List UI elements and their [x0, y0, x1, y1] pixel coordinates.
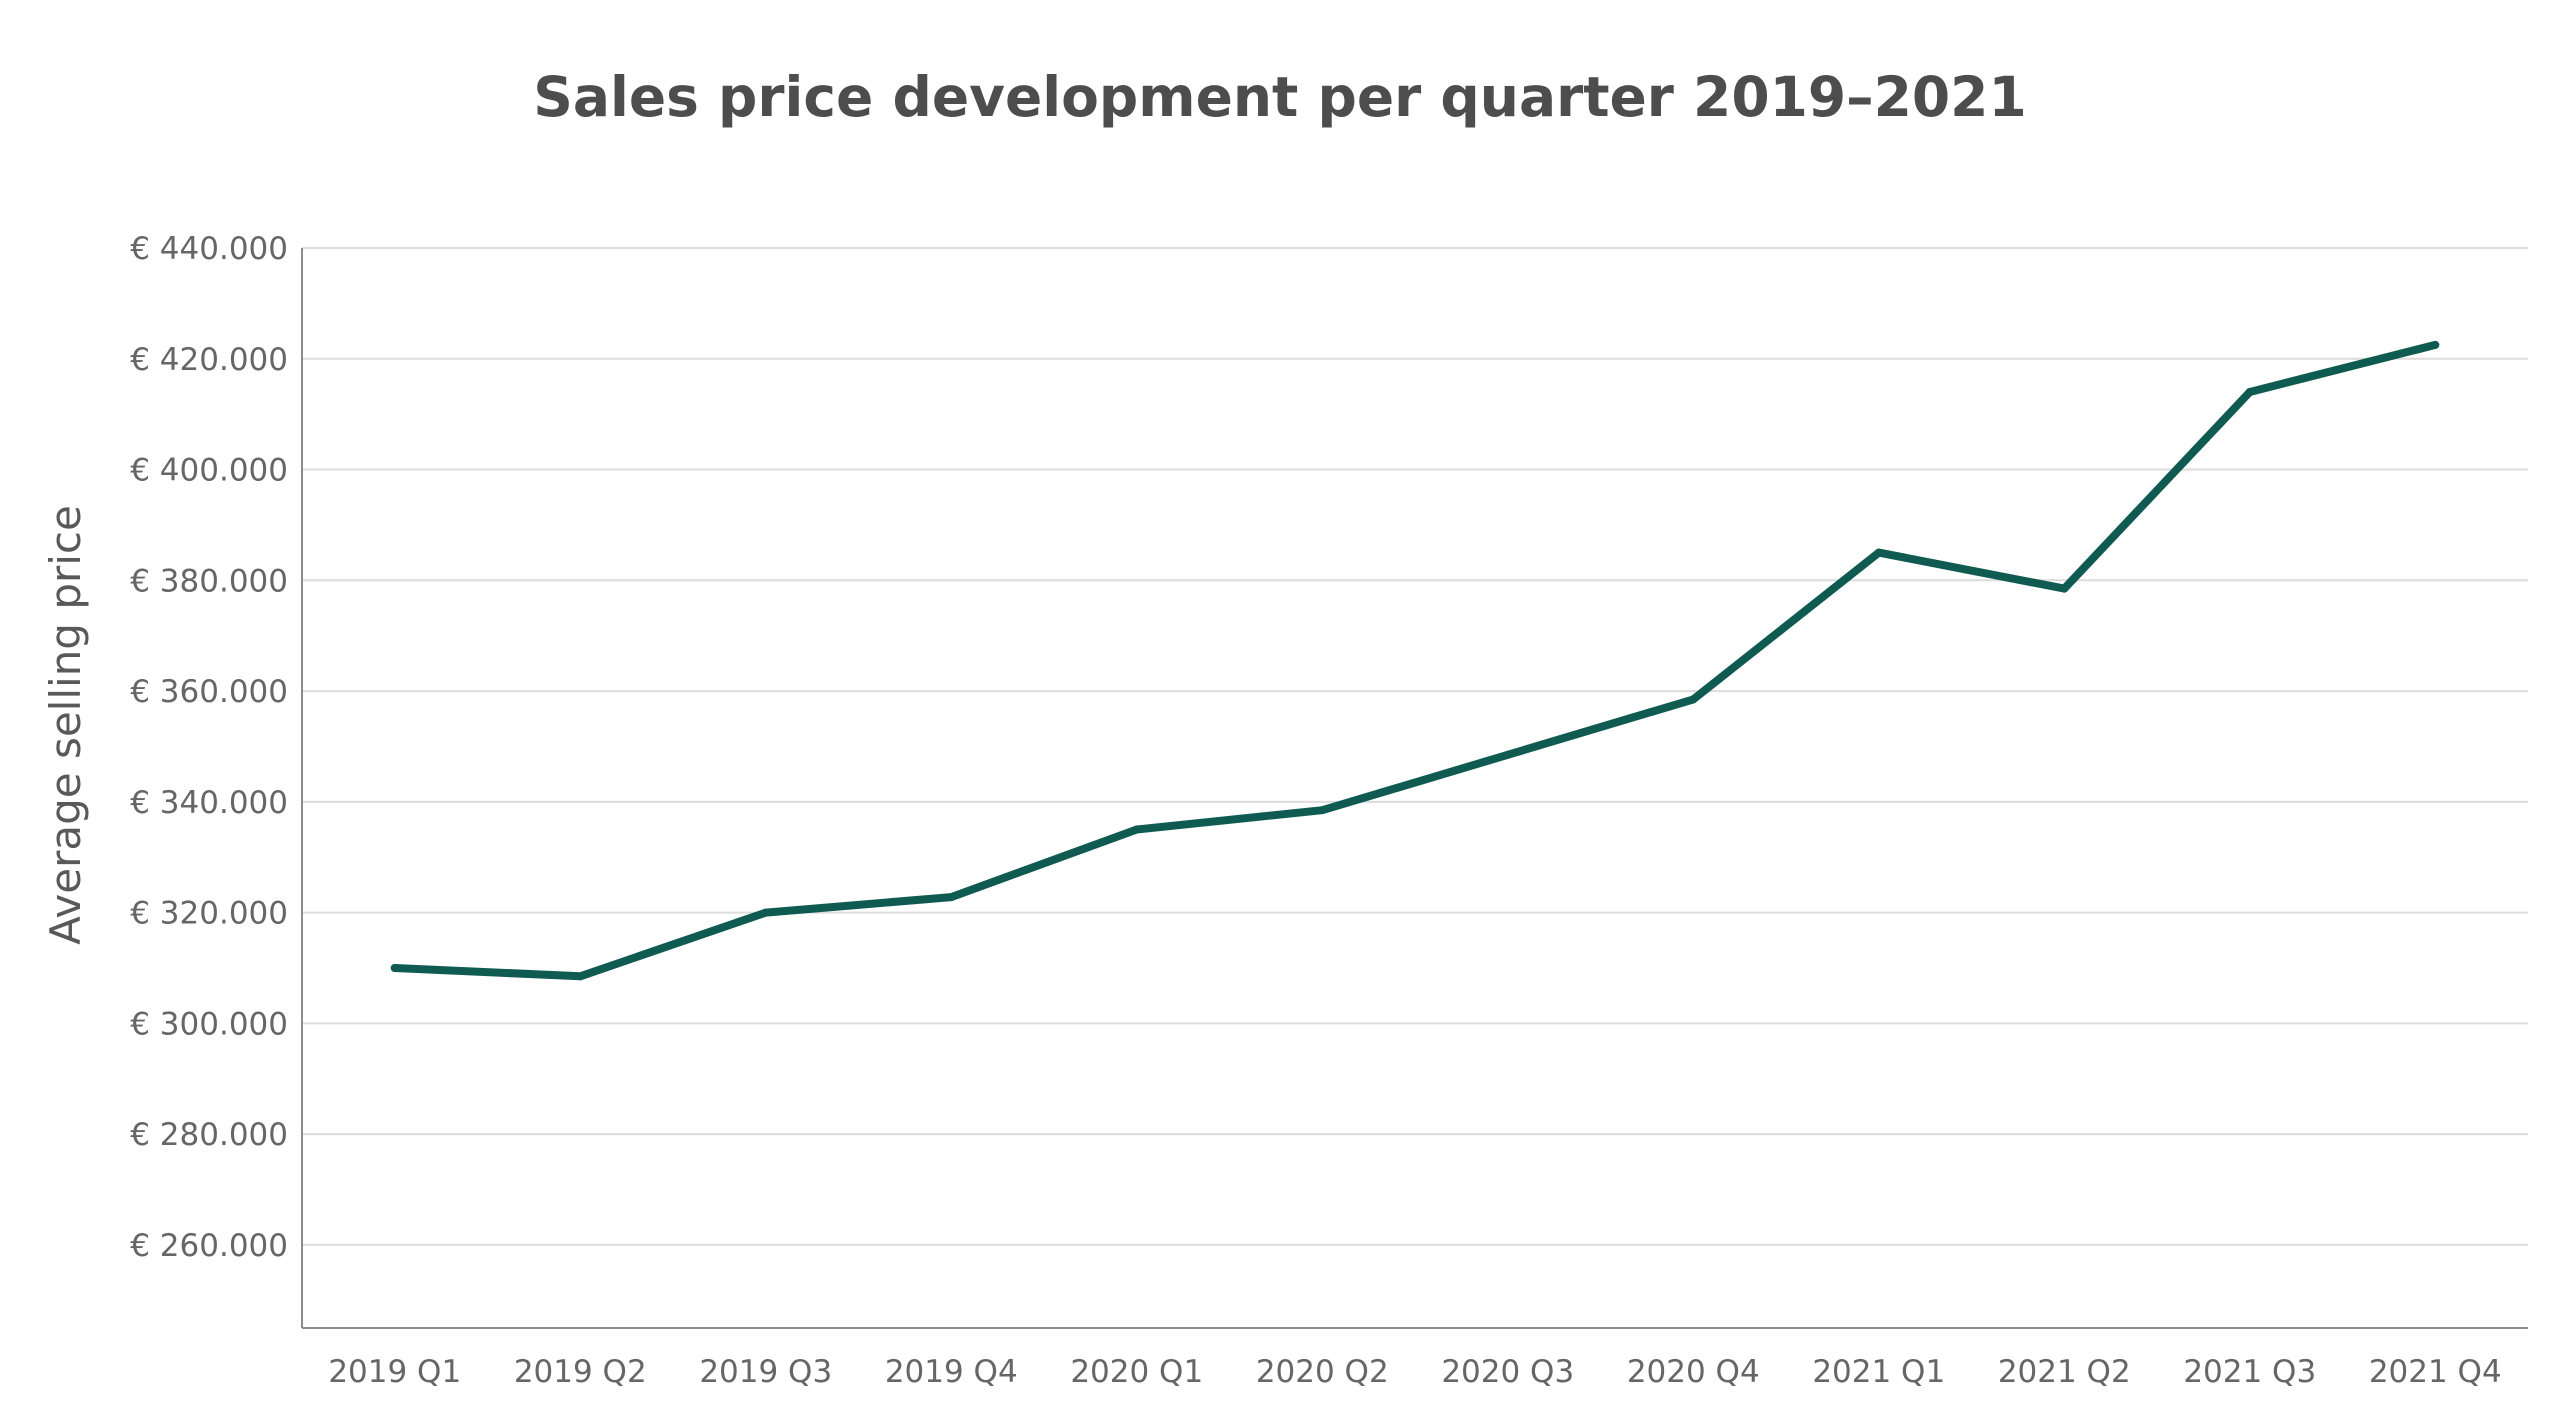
y-tick-label: € 360.000: [130, 674, 288, 710]
y-tick-labels: € 260.000 € 280.000 € 300.000 € 320.000 € 34…: [130, 231, 288, 1264]
data-point: [761, 908, 770, 917]
x-tick-label: 2020 Q3: [1441, 1354, 1574, 1390]
x-tick-label: 2019 Q2: [514, 1354, 647, 1390]
data-point: [1689, 695, 1698, 704]
x-tick-labels: 2019 Q1 2019 Q2 2019 Q3 2019 Q4 2020 Q1 2020 …: [328, 1354, 2501, 1390]
x-tick-label: 2020 Q1: [1070, 1354, 1203, 1390]
gridlines: [302, 247, 2528, 1246]
y-tick-label: € 320.000: [130, 896, 288, 932]
x-tick-label: 2021 Q3: [2183, 1354, 2316, 1390]
x-tick-label: 2021 Q4: [2369, 1354, 2502, 1390]
y-tick-label: € 280.000: [130, 1117, 288, 1153]
chart-title: Sales price development per quarter 2019…: [533, 65, 2026, 129]
y-tick-label: € 400.000: [130, 453, 288, 489]
data-point: [2245, 388, 2254, 396]
x-tick-label: 2020 Q2: [1256, 1354, 1389, 1390]
x-tick-label: 2019 Q1: [328, 1354, 461, 1390]
y-tick-label: € 440.000: [130, 231, 288, 267]
data-point: [2431, 340, 2440, 349]
x-tick-label: 2021 Q1: [1812, 1354, 1945, 1390]
y-tick-label: € 340.000: [130, 785, 288, 821]
y-tick-label: € 260.000: [130, 1228, 288, 1264]
series-line: [390, 340, 2440, 981]
y-axis-title: Average selling price: [41, 505, 90, 945]
data-point: [947, 893, 956, 902]
x-tick-label: 2021 Q2: [1998, 1354, 2131, 1390]
y-tick-label: € 380.000: [130, 563, 288, 599]
data-point: [1132, 825, 1141, 834]
data-point: [2060, 584, 2069, 593]
data-point: [1503, 750, 1512, 759]
x-tick-label: 2019 Q3: [699, 1354, 832, 1390]
x-tick-label: 2020 Q4: [1627, 1354, 1760, 1390]
x-tick-label: 2019 Q4: [885, 1354, 1018, 1390]
series-layer: [390, 340, 2440, 981]
data-point: [576, 972, 585, 981]
y-tick-label: € 300.000: [130, 1006, 288, 1042]
data-point: [1318, 806, 1327, 815]
data-point: [1874, 548, 1883, 557]
y-tick-label: € 420.000: [130, 342, 288, 378]
axes: [301, 248, 2528, 1329]
data-point: [390, 964, 399, 972]
